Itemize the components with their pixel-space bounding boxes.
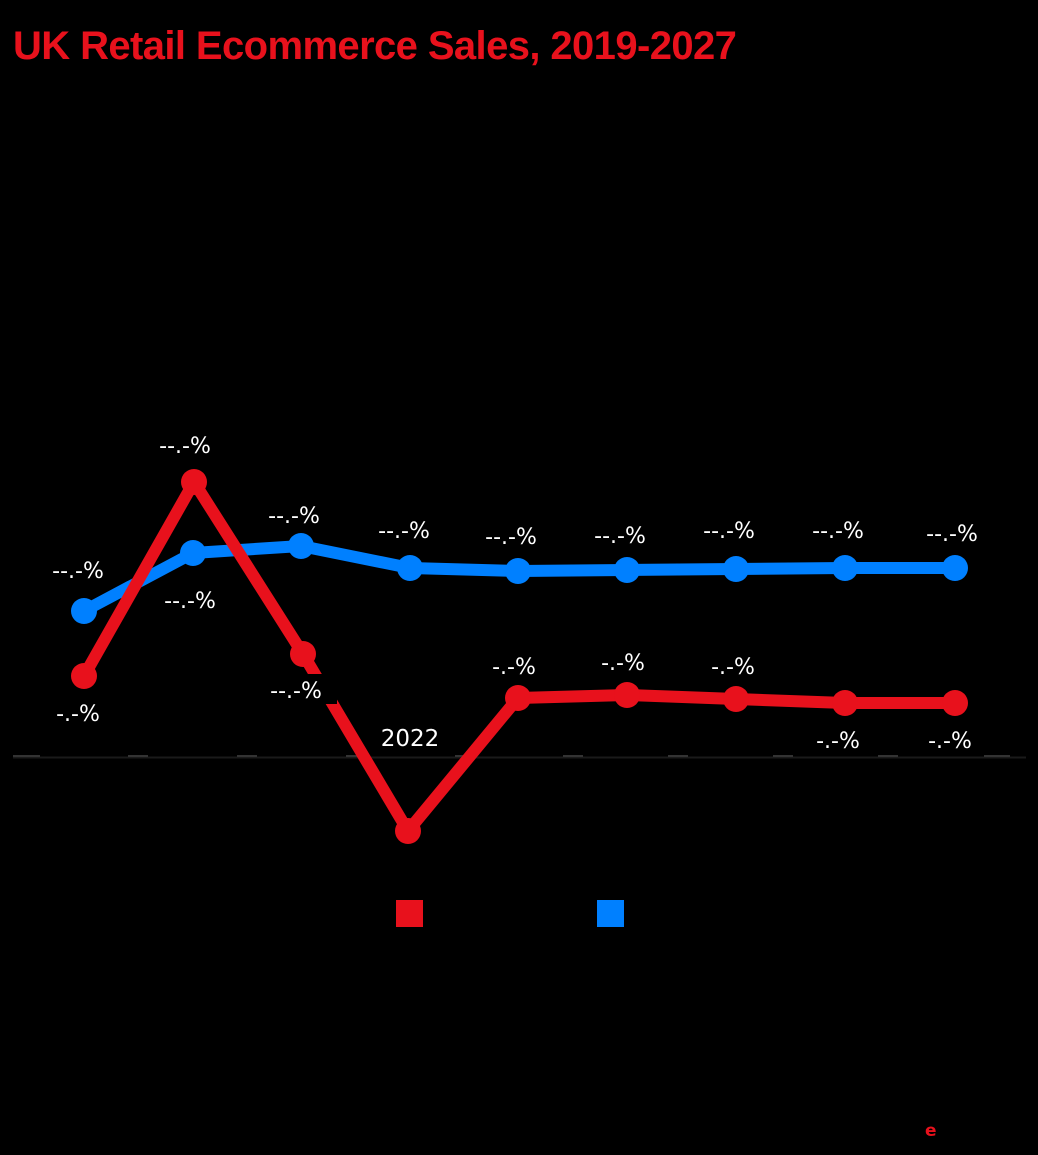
data-label: --.-% bbox=[159, 434, 211, 459]
brand-logo-icon: e bbox=[925, 1121, 937, 1141]
data-point[interactable] bbox=[832, 690, 858, 716]
data-label: --.-% bbox=[812, 519, 864, 544]
legend-swatch-red bbox=[396, 900, 423, 927]
data-point[interactable] bbox=[71, 598, 97, 624]
data-label: --.-% bbox=[594, 524, 646, 549]
data-label: --.-% bbox=[703, 519, 755, 544]
data-point[interactable] bbox=[614, 682, 640, 708]
data-point[interactable] bbox=[505, 558, 531, 584]
data-label: --.-% bbox=[268, 504, 320, 529]
series-blue bbox=[71, 533, 968, 624]
year-annotation: 2022 bbox=[381, 726, 440, 752]
data-point[interactable] bbox=[505, 685, 531, 711]
data-label: --.-% bbox=[270, 679, 322, 704]
data-label: -.-% bbox=[711, 655, 755, 680]
data-point[interactable] bbox=[397, 555, 423, 581]
data-point[interactable] bbox=[181, 469, 207, 495]
data-point[interactable] bbox=[614, 557, 640, 583]
data-point[interactable] bbox=[288, 533, 314, 559]
label-backgrounds bbox=[255, 674, 450, 754]
legend-item-red[interactable] bbox=[396, 900, 433, 927]
blue-data-labels: --.-% --.-% --.-% --.-% --.-% --.-% --.-… bbox=[52, 504, 978, 614]
data-point[interactable] bbox=[180, 540, 206, 566]
data-label: -.-% bbox=[928, 729, 972, 754]
data-point[interactable] bbox=[395, 818, 421, 844]
data-point[interactable] bbox=[71, 663, 97, 689]
data-label: --.-% bbox=[52, 559, 104, 584]
data-point[interactable] bbox=[942, 690, 968, 716]
red-data-labels: -.-% --.-% --.-% -.-% -.-% -.-% -.-% -.-… bbox=[56, 434, 972, 754]
data-point[interactable] bbox=[290, 641, 316, 667]
red-points bbox=[71, 469, 968, 844]
series-red bbox=[71, 469, 968, 844]
data-label: -.-% bbox=[601, 651, 645, 676]
data-point[interactable] bbox=[723, 556, 749, 582]
data-label: -.-% bbox=[816, 729, 860, 754]
data-label: --.-% bbox=[164, 589, 216, 614]
data-label: --.-% bbox=[926, 522, 978, 547]
data-label: --.-% bbox=[485, 525, 537, 550]
legend-item-blue[interactable] bbox=[597, 900, 634, 927]
chart-title: UK Retail Ecommerce Sales, 2019-2027 bbox=[13, 24, 737, 68]
legend bbox=[0, 900, 1038, 928]
legend-swatch-blue bbox=[597, 900, 624, 927]
data-label: -.-% bbox=[56, 702, 100, 727]
data-label: --.-% bbox=[378, 519, 430, 544]
blue-points bbox=[71, 533, 968, 624]
data-label: -.-% bbox=[492, 655, 536, 680]
data-point[interactable] bbox=[723, 686, 749, 712]
x-axis bbox=[13, 755, 1026, 759]
data-point[interactable] bbox=[832, 555, 858, 581]
data-point[interactable] bbox=[942, 555, 968, 581]
